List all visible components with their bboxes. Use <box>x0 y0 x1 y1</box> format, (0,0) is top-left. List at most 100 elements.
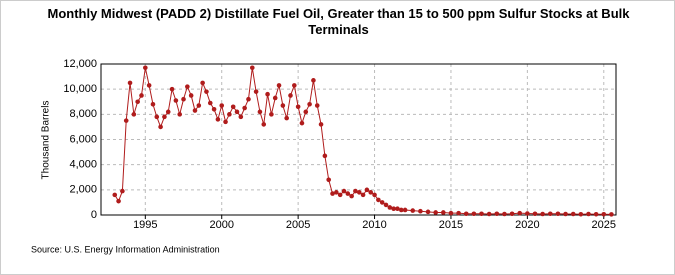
data-point <box>330 191 335 196</box>
data-point <box>272 95 278 101</box>
data-point <box>135 99 140 105</box>
y-tick-label: 12,000 <box>63 58 97 70</box>
data-point <box>376 197 381 203</box>
plot-border <box>100 63 617 216</box>
data-point <box>494 211 500 217</box>
y-tick-label: 10,000 <box>63 83 97 95</box>
data-point <box>593 211 599 217</box>
data-point <box>165 109 171 115</box>
data-point <box>219 103 225 108</box>
data-point <box>345 191 351 196</box>
source-note: Source: U.S. Energy Information Administ… <box>31 244 220 254</box>
data-point <box>448 210 454 216</box>
data-point <box>112 192 118 198</box>
data-point <box>311 78 316 83</box>
data-point <box>192 108 198 113</box>
data-point <box>123 118 129 123</box>
data-point <box>246 96 251 102</box>
data-point <box>540 211 545 217</box>
data-point <box>146 83 152 88</box>
data-point <box>181 96 186 102</box>
data-point <box>395 206 400 212</box>
data-point <box>318 122 324 127</box>
data-point <box>173 98 179 103</box>
data-point <box>280 103 286 108</box>
data-point <box>211 107 217 112</box>
series-line <box>114 67 612 215</box>
data-point <box>387 205 393 210</box>
data-point <box>196 103 202 108</box>
x-tick-label: 2020 <box>515 219 539 231</box>
data-point <box>456 210 461 216</box>
data-point <box>131 112 137 117</box>
data-point <box>372 192 377 198</box>
y-tick-label: 6,000 <box>69 133 97 145</box>
data-point <box>356 190 362 195</box>
data-point <box>215 117 221 122</box>
data-point <box>257 109 263 115</box>
data-point <box>295 104 301 110</box>
data-point <box>509 211 515 217</box>
data-point <box>200 80 205 86</box>
data-point <box>154 114 160 120</box>
data-point <box>578 211 584 217</box>
data-point <box>433 210 438 215</box>
x-tick-label: 2005 <box>286 219 310 231</box>
x-tick-label: 1995 <box>133 219 157 231</box>
data-point <box>265 91 270 97</box>
data-point <box>379 200 385 205</box>
data-point <box>299 120 305 126</box>
data-point <box>307 101 312 107</box>
data-point <box>261 122 267 127</box>
data-point <box>463 211 469 217</box>
data-point <box>334 190 339 195</box>
data-point <box>368 190 374 195</box>
chart-title: Monthly Midwest (PADD 2) Distillate Fuel… <box>47 6 630 37</box>
data-point <box>127 80 133 86</box>
data-point <box>353 188 358 194</box>
data-point <box>525 211 530 216</box>
data-point <box>139 93 144 98</box>
data-point <box>326 177 332 183</box>
data-point <box>322 153 328 159</box>
data-point <box>230 104 236 110</box>
data-point <box>207 100 213 106</box>
data-point <box>502 211 507 217</box>
data-point <box>398 207 404 213</box>
data-point <box>360 192 366 198</box>
x-tick-label: 2025 <box>592 219 616 231</box>
data-point <box>486 211 492 217</box>
data-point <box>303 109 309 115</box>
data-point <box>471 211 477 217</box>
y-axis-label: Thousand Barrels <box>41 101 52 180</box>
y-tick-label: 8,000 <box>69 108 97 120</box>
data-point <box>223 119 228 125</box>
x-tick-label: 2000 <box>209 219 233 231</box>
data-point <box>479 211 484 217</box>
data-point <box>276 83 282 88</box>
data-point <box>341 188 347 194</box>
x-tick-label: 2010 <box>362 219 386 231</box>
y-tick-label: 0 <box>91 209 97 221</box>
data-point <box>601 211 607 217</box>
data-point <box>337 192 343 198</box>
data-point <box>177 112 183 117</box>
data-point <box>234 109 240 115</box>
data-point <box>169 86 175 92</box>
data-point <box>288 93 293 98</box>
data-point <box>570 211 576 217</box>
data-point <box>391 206 396 212</box>
data-point <box>349 193 354 199</box>
data-point <box>402 207 408 213</box>
y-tick-label: 2,000 <box>69 184 97 196</box>
data-point <box>116 198 121 204</box>
data-point <box>609 212 614 217</box>
x-tick-label: 2015 <box>439 219 463 231</box>
data-point <box>162 114 167 120</box>
data-point <box>418 208 423 214</box>
data-point <box>269 112 274 117</box>
data-point <box>227 112 232 117</box>
data-point <box>555 211 561 217</box>
